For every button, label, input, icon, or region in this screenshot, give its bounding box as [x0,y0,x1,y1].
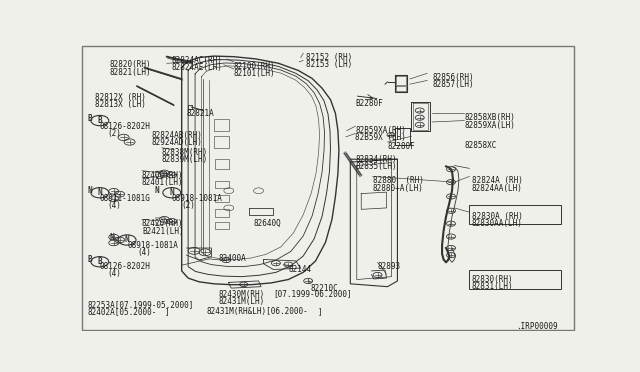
Text: ]: ] [164,307,169,316]
Bar [215,159,229,169]
Text: N: N [170,188,174,197]
Text: 82813X (LH): 82813X (LH) [95,100,146,109]
Bar [214,136,229,148]
Text: (4): (4) [137,248,151,257]
Text: 82431M(LH): 82431M(LH) [219,297,265,306]
Text: 08126-8202H: 08126-8202H [100,262,150,271]
Text: 82830A (RH): 82830A (RH) [472,212,523,221]
Text: 82253A[07.1999-05.2000]: 82253A[07.1999-05.2000] [88,300,194,309]
Text: 82824AE(LH): 82824AE(LH) [172,63,223,72]
Text: 82100(RH): 82100(RH) [234,62,275,71]
Text: B: B [88,255,92,264]
Text: 82824AB(RH): 82824AB(RH) [152,131,203,140]
Text: 82824AC(RH): 82824AC(RH) [172,56,223,65]
Text: 82420(RH): 82420(RH) [142,219,184,228]
Text: 82924AD(LH): 82924AD(LH) [152,138,203,147]
Text: N: N [88,186,92,195]
Text: 82101(LH): 82101(LH) [234,69,275,78]
Text: 82830AA(LH): 82830AA(LH) [472,219,523,228]
Bar [214,119,229,131]
Bar [215,195,229,202]
Text: 08911-1081G: 08911-1081G [100,193,150,203]
Text: 82820(RH): 82820(RH) [110,60,152,70]
Text: N: N [154,186,159,195]
Text: 82401(LH): 82401(LH) [142,178,184,187]
Text: 08918-1081A: 08918-1081A [127,241,178,250]
Text: 82834(RH): 82834(RH) [355,155,397,164]
Text: 82858XC: 82858XC [465,141,497,150]
Text: 82824A (RH): 82824A (RH) [472,176,523,185]
Text: B: B [88,114,92,123]
Text: 82856(RH): 82856(RH) [432,73,474,82]
Text: 82640Q: 82640Q [253,219,282,228]
Text: B: B [97,116,102,125]
Bar [215,181,229,188]
Text: 82893: 82893 [378,262,401,271]
Text: 82859XA(LH): 82859XA(LH) [465,121,515,129]
Text: 82835(LH): 82835(LH) [355,162,397,171]
Text: .IRP00009: .IRP00009 [516,322,558,331]
Text: N: N [97,188,102,197]
Text: 82431M(RH&LH)[06.2000-: 82431M(RH&LH)[06.2000- [207,307,308,316]
Text: B2421(LH): B2421(LH) [142,227,184,235]
Text: 82153 (LH): 82153 (LH) [306,60,352,70]
Bar [215,222,229,230]
Text: 08126-8202H: 08126-8202H [100,122,150,131]
Text: 82152 (RH): 82152 (RH) [306,53,352,62]
Text: B: B [97,257,102,266]
Text: 82830(RH): 82830(RH) [472,275,513,284]
Bar [215,209,229,217]
Text: (2): (2) [182,201,196,210]
Text: 82839M(LH): 82839M(LH) [162,155,208,164]
Text: (4): (4) [108,269,121,279]
Text: B2280F: B2280F [355,99,383,108]
Text: 82838M(RH): 82838M(RH) [162,148,208,157]
Text: 82821(LH): 82821(LH) [110,68,152,77]
Text: 08918-1081A: 08918-1081A [172,193,223,203]
Text: 82858XB(RH): 82858XB(RH) [465,113,515,122]
Text: [07.1999-06.2000]: [07.1999-06.2000] [273,289,352,299]
Text: 82400(RH): 82400(RH) [142,171,184,180]
Text: 82880+A(LH): 82880+A(LH) [372,183,424,193]
Text: 82144: 82144 [288,265,312,274]
Text: 82824AA(LH): 82824AA(LH) [472,183,523,193]
Text: ]: ] [318,307,323,316]
Text: N: N [125,235,129,244]
Text: 82880  (RH): 82880 (RH) [372,176,424,185]
Text: N: N [110,234,115,243]
Text: 82430M(RH): 82430M(RH) [219,289,265,299]
Text: (2): (2) [108,129,121,138]
Text: 82402A[05.2000-: 82402A[05.2000- [88,307,157,316]
Text: 82B59X (LH): 82B59X (LH) [355,134,406,142]
Text: 82280F: 82280F [388,142,415,151]
Text: 82831(LH): 82831(LH) [472,282,513,291]
Text: 82821A: 82821A [187,109,214,118]
Text: (4): (4) [108,201,121,210]
Text: 82812X (RH): 82812X (RH) [95,93,146,102]
Text: 82400A: 82400A [219,254,246,263]
Text: 82B59XA(RH): 82B59XA(RH) [355,126,406,135]
Text: 82210C: 82210C [310,284,339,293]
Text: 82857(LH): 82857(LH) [432,80,474,89]
